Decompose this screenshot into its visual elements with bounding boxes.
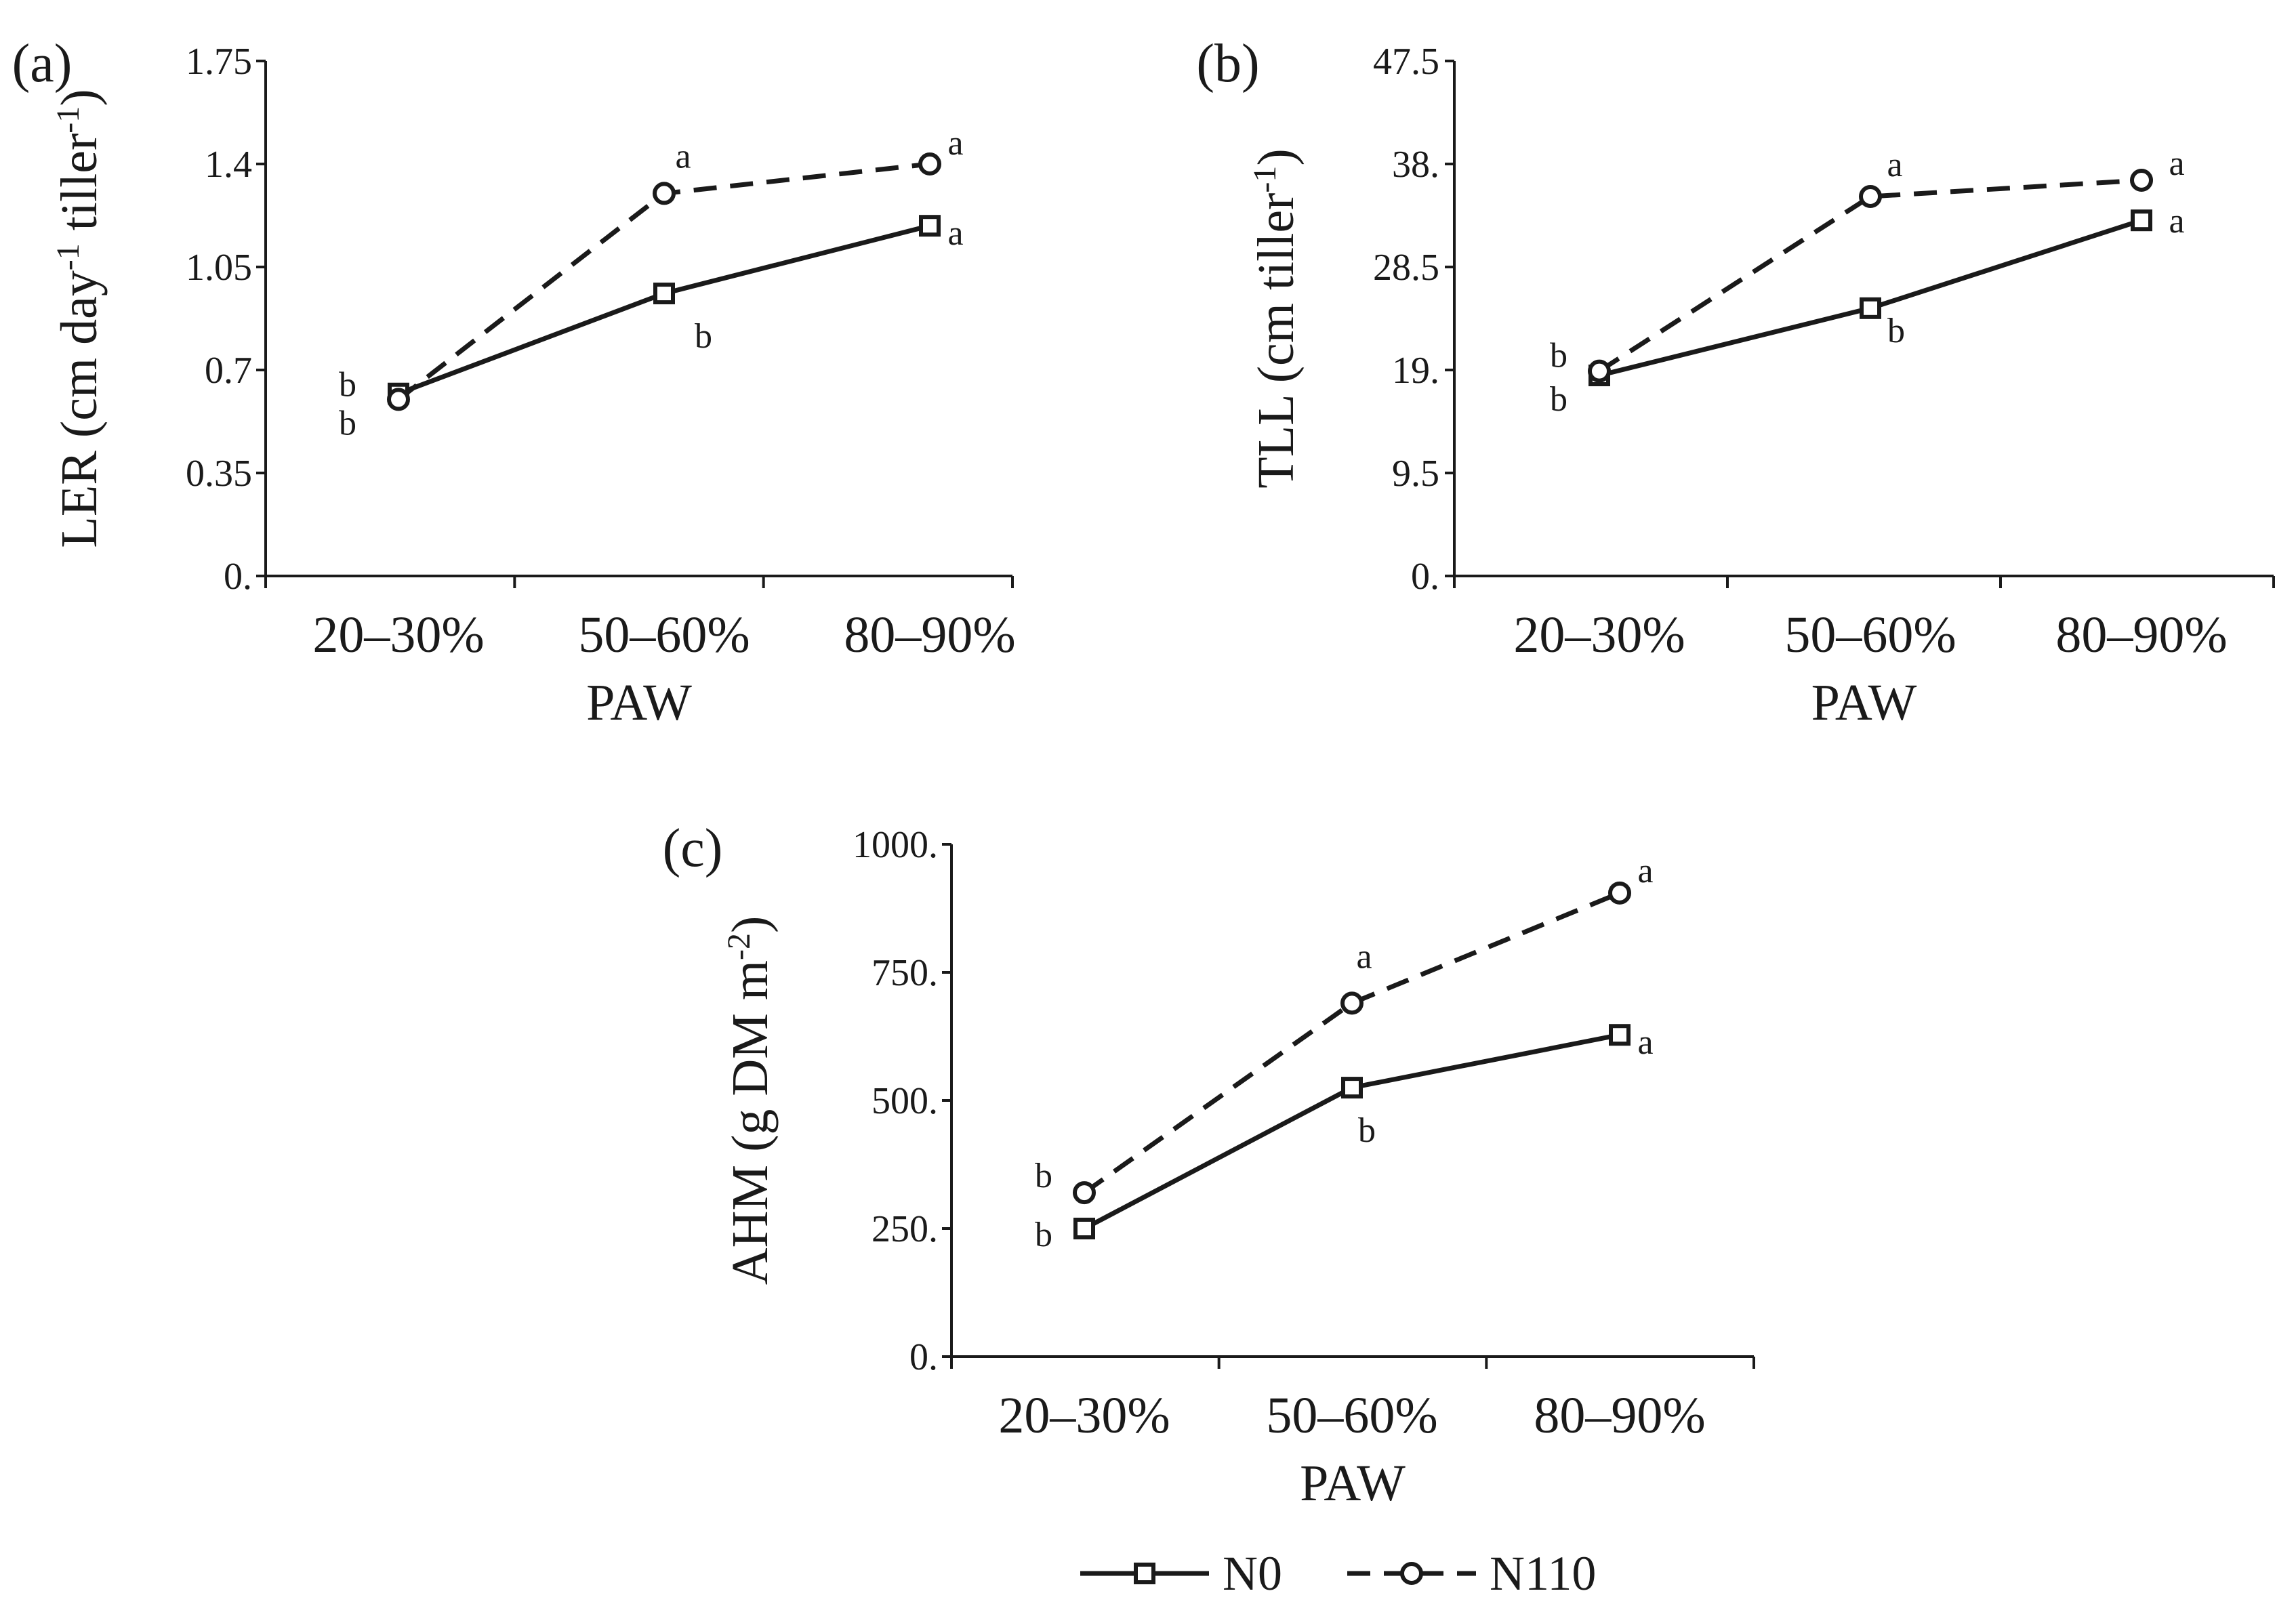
significance-letter: b: [1358, 1111, 1376, 1150]
x-tick-label: 20–30%: [1513, 606, 1685, 663]
significance-letter: b: [1035, 1216, 1052, 1254]
y-tick-label: 0.: [1411, 556, 1439, 598]
y-tick-label: 1000.: [853, 824, 938, 866]
significance-letter: a: [1887, 146, 1902, 184]
legend: N0 N110: [1080, 1546, 1596, 1601]
x-axis-label: PAW: [586, 674, 692, 731]
legend-label-n110: N110: [1490, 1546, 1596, 1601]
panel-label: (b): [1196, 34, 1259, 94]
significance-letter: b: [1887, 312, 1905, 350]
significance-letter: a: [1356, 937, 1372, 976]
y-axis-label-part: AHM (g DM m: [722, 960, 779, 1285]
y-axis-label-part: ): [722, 916, 779, 933]
series-line-n110: [1598, 178, 2142, 373]
data-point-n110: [2130, 169, 2153, 192]
significance-letter: a: [2169, 202, 2184, 241]
x-tick-label: 50–60%: [1784, 606, 1956, 663]
series-line-n0: [397, 223, 930, 396]
data-point-n110: [387, 388, 410, 411]
panel-label: (a): [12, 34, 73, 94]
y-tick-label: 250.: [872, 1208, 938, 1250]
y-tick-label: 38.: [1392, 144, 1439, 186]
x-tick-label: 50–60%: [1266, 1387, 1437, 1444]
y-axis-label: AHM (g DM m-2): [721, 916, 779, 1285]
panel-b: 0. 9.5 19. 28.5 38. 47.5 20–30% 50–60% 80–90% PAW…: [1196, 34, 2275, 731]
y-tick-label: 750.: [872, 952, 938, 994]
data-point-n110: [653, 182, 676, 205]
significance-letter: a: [1637, 1023, 1653, 1062]
data-point-n0: [1860, 297, 1881, 319]
y-tick-label: 47.5: [1373, 41, 1439, 83]
data-point-n110: [1340, 991, 1364, 1015]
y-tick-label: 28.5: [1373, 247, 1439, 289]
panel-a: 0. 0.35 0.7 1.05 1.4 1.75 20–30% 50–60% 80–90% PA…: [12, 34, 1016, 731]
y-tick-label: 0.: [224, 556, 252, 598]
y-axis-label: LER (cm day-1 tiller-1): [50, 89, 108, 548]
y-axis-label-superscript: -1: [1247, 166, 1283, 193]
y-tick-label: 1.75: [186, 41, 252, 83]
data-point-n110: [1588, 359, 1611, 383]
panel-c: 0. 250. 500. 750. 1000. 20–30% 50–60% 80–90% PAW…: [663, 819, 1755, 1512]
significance-letter: b: [339, 366, 356, 405]
data-point-n0: [653, 283, 675, 305]
y-tick-label: 1.4: [205, 144, 252, 186]
x-tick-label: 50–60%: [578, 606, 750, 663]
x-axis-label: PAW: [1300, 1455, 1406, 1512]
x-tick-label: 80–90%: [2055, 606, 2227, 663]
significance-letter: a: [675, 137, 691, 176]
x-axis-label: PAW: [1811, 674, 1917, 731]
significance-letter: b: [695, 317, 712, 356]
x-tick-label: 80–90%: [1534, 1387, 1705, 1444]
legend-label-n0: N0: [1223, 1546, 1282, 1601]
y-tick-label: 0.7: [205, 350, 252, 392]
data-point-n110: [1073, 1181, 1096, 1205]
significance-letter: a: [2169, 144, 2184, 183]
significance-letter: a: [1637, 852, 1653, 890]
y-axis-label-part: ): [51, 89, 108, 106]
data-point-n0: [2131, 209, 2152, 232]
panel-label: (c): [663, 819, 723, 878]
significance-letter: b: [339, 404, 356, 442]
legend-marker-n0: [1134, 1563, 1155, 1584]
data-point-n0: [1341, 1077, 1363, 1099]
y-axis-label-part: TLL (cm tiller: [1248, 193, 1305, 489]
y-axis-label-part: LER (cm day: [51, 270, 108, 548]
significance-letter: b: [1035, 1157, 1052, 1195]
x-tick-label: 80–90%: [844, 606, 1015, 663]
y-tick-label: 0.: [909, 1336, 938, 1378]
x-tick-label: 20–30%: [998, 1387, 1170, 1444]
x-tick-label: 20–30%: [312, 606, 484, 663]
y-axis-label: TLL (cm tiller-1): [1247, 148, 1305, 488]
data-point-n110: [1608, 881, 1631, 905]
significance-letter: a: [947, 214, 963, 253]
y-tick-label: 9.5: [1392, 453, 1439, 495]
y-axis-label-part: ): [1248, 148, 1305, 165]
y-tick-label: 0.35: [186, 453, 252, 495]
y-tick-label: 500.: [872, 1080, 938, 1122]
significance-letter: b: [1550, 337, 1567, 375]
legend-marker-n110: [1400, 1562, 1423, 1585]
data-point-n0: [1609, 1024, 1631, 1046]
data-point-n110: [918, 152, 941, 176]
significance-letter: b: [1550, 380, 1567, 419]
series-line-n0: [1083, 1032, 1620, 1231]
y-axis-label-superscript: -1: [50, 243, 86, 270]
y-axis-label-superscript: -2: [721, 933, 757, 960]
data-point-n110: [1859, 185, 1882, 208]
data-point-n0: [919, 215, 941, 237]
significance-letter: a: [947, 124, 963, 163]
series-line-n110: [1082, 890, 1621, 1195]
data-point-n0: [1073, 1218, 1095, 1239]
y-axis-label-superscript: -1: [50, 106, 86, 133]
y-axis-label-part: tiller: [51, 133, 108, 244]
y-tick-label: 19.: [1392, 350, 1439, 392]
y-tick-label: 1.05: [186, 247, 252, 289]
